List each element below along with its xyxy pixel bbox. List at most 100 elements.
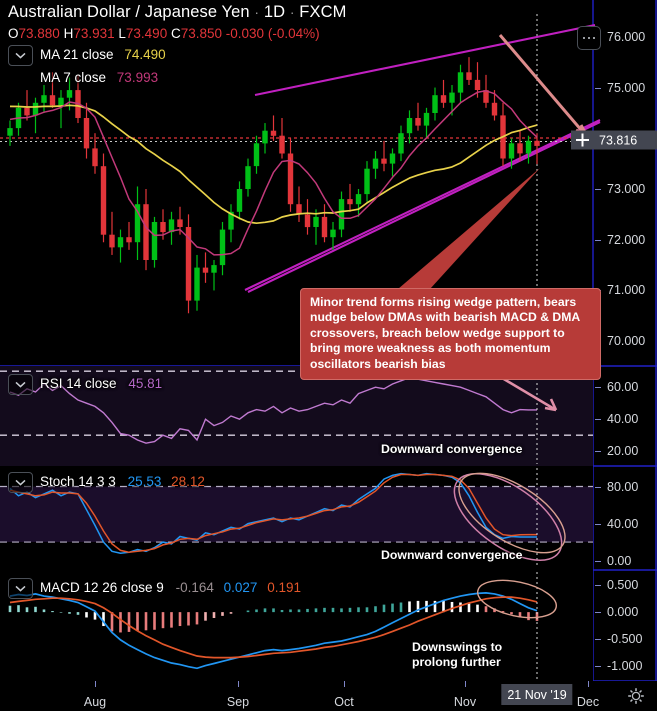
symbol-name: Australian Dollar / Japanese Yen: [8, 3, 250, 21]
axis-tick-mark: [595, 87, 601, 89]
axis-tick-label: -1.000: [607, 658, 643, 673]
axis-tick-mark: [595, 239, 601, 241]
macd-axis[interactable]: 0.500 0.000 -0.500 -1.000: [593, 570, 657, 681]
ohlc-readout: O73.880 H73.931 L73.490 C73.850 -0.030 (…: [8, 26, 320, 41]
close-value: 73.850: [180, 26, 223, 41]
axis-tick-label: 20.00: [607, 444, 639, 459]
macd-annotation: Downswings to prolong further: [412, 640, 503, 670]
legend-rsi-name: RSI 14 close: [40, 376, 117, 392]
time-tick-mark: [588, 681, 589, 687]
time-tick-label: Sep: [226, 695, 250, 709]
chevron-down-icon-stoch[interactable]: [8, 472, 33, 493]
legend-macd-name: MACD 12 26 close 9: [40, 580, 164, 596]
legend-ma21[interactable]: MA 21 close 74.490: [8, 45, 166, 66]
axis-tick-mark: [595, 419, 601, 421]
selected-date-tag: 21 Nov '19: [501, 684, 573, 705]
axis-tick-label: 0.000: [607, 605, 639, 620]
more-options-button[interactable]: [577, 26, 601, 50]
price-axis[interactable]: 76.00075.00074.00073.00072.00071.00070.0…: [593, 0, 657, 366]
time-tick-mark: [238, 681, 239, 687]
axis-tick-mark: [595, 387, 601, 389]
change-percent: (-0.04%): [267, 26, 320, 41]
legend-stoch-d-value: 28.12: [171, 474, 205, 490]
legend-stoch[interactable]: Stoch 14 3 3 25.53 28.12: [8, 472, 205, 493]
low-value: 73.490: [125, 26, 168, 41]
chevron-down-icon[interactable]: [8, 45, 33, 66]
axis-tick-label: 80.00: [607, 479, 639, 494]
more-dot-2: [587, 36, 591, 40]
legend-macd[interactable]: MACD 12 26 close 9 -0.164 0.027 0.191: [8, 578, 301, 599]
time-tick-label: Aug: [83, 695, 107, 709]
legend-ma7-value: 73.993: [116, 70, 159, 85]
close-label: C: [170, 26, 181, 41]
legend-stoch-k-value: 25.53: [127, 474, 162, 490]
time-tick-label: Oct: [334, 695, 354, 709]
legend-ma7[interactable]: MA 7 close 73.993: [40, 70, 158, 85]
more-dot-3: [592, 36, 596, 40]
axis-tick-label: -0.500: [607, 631, 643, 646]
axis-tick-label: 70.000: [607, 334, 646, 349]
legend-ma21-value: 74.490: [124, 47, 166, 63]
exchange-label: FXCM: [299, 3, 347, 21]
axis-tick-mark: [595, 486, 601, 488]
legend-macd-line-value: 0.027: [223, 580, 258, 596]
gear-icon[interactable]: [626, 686, 646, 706]
legend-rsi[interactable]: RSI 14 close 45.81: [8, 374, 162, 395]
main-annotation-text: Minor trend forms rising wedge pattern, …: [310, 295, 580, 371]
axis-tick-label: 71.000: [607, 283, 646, 298]
change-value: -0.030: [225, 26, 265, 41]
axis-tick-label: 73.000: [607, 182, 646, 196]
open-value: 73.880: [18, 26, 60, 41]
axis-tick-label: 40.00: [607, 412, 639, 427]
low-label: L: [118, 26, 126, 41]
current-price-value: 73.816: [599, 133, 638, 147]
rsi-annotation: Downward convergence: [381, 442, 523, 456]
axis-tick-mark: [595, 665, 601, 667]
chevron-down-icon-macd[interactable]: [8, 578, 33, 599]
chevron-down-icon-rsi[interactable]: [8, 374, 33, 395]
time-tick-label: Nov: [453, 695, 477, 709]
interval-label: 1D: [263, 3, 286, 21]
more-dot-1: [582, 36, 586, 40]
axis-tick-mark: [595, 612, 601, 614]
axis-tick-label: 40.00: [607, 516, 639, 531]
rsi-axis[interactable]: 60.00 40.00 20.00: [593, 366, 657, 466]
high-label: H: [63, 26, 74, 41]
time-tick-mark: [344, 681, 345, 687]
legend-macd-hist-value: -0.164: [175, 580, 214, 596]
page-title: Australian Dollar / Japanese Yen · 1D · …: [8, 3, 346, 22]
legend-ma21-name: MA 21 close: [40, 47, 114, 63]
axis-tick-label: 76.000: [607, 29, 646, 44]
crosshair-icon: [571, 130, 593, 150]
axis-tick-label: 60.00: [607, 380, 639, 395]
axis-tick-label: 75.000: [607, 80, 646, 95]
time-axis[interactable]: Aug Sep Oct Nov Dec 21 Nov '19: [0, 681, 657, 710]
axis-tick-mark: [595, 560, 601, 562]
title-separator-2: ·: [289, 4, 295, 20]
time-tick-mark: [95, 681, 96, 687]
axis-tick-mark: [595, 189, 601, 190]
legend-macd-signal-value: 0.191: [267, 580, 301, 596]
legend-stoch-name: Stoch 14 3 3: [40, 474, 116, 490]
axis-tick-label: 72.000: [607, 232, 646, 247]
main-annotation-callout: Minor trend forms rising wedge pattern, …: [300, 288, 601, 381]
axis-tick-mark: [595, 523, 601, 525]
stoch-axis[interactable]: 80.00 40.00 0.00: [593, 466, 657, 570]
time-tick-mark: [465, 681, 466, 687]
legend-rsi-value: 45.81: [128, 376, 163, 392]
axis-tick-mark: [595, 451, 601, 453]
time-tick-label: Dec: [576, 695, 600, 709]
title-separator-1: ·: [254, 4, 260, 20]
high-value: 73.931: [73, 26, 115, 41]
axis-tick-mark: [595, 585, 601, 587]
axis-tick-mark: [595, 638, 601, 640]
current-price-tag: 73.816: [593, 130, 657, 150]
open-label: O: [8, 26, 19, 41]
stoch-annotation: Downward convergence: [381, 548, 523, 562]
axis-tick-label: 0.500: [607, 578, 639, 593]
